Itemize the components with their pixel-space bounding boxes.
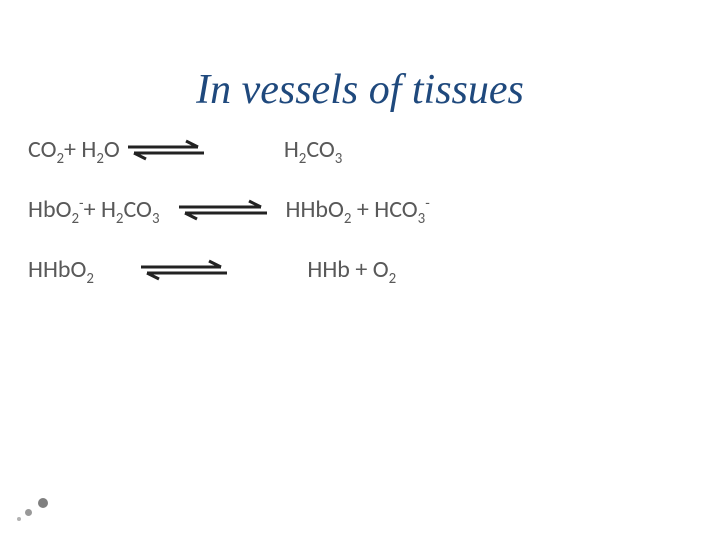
eq-right: HHbO2 + HCO3- [285,198,429,222]
equilibrium-arrow [139,258,229,282]
decorative-dot-icon [25,509,32,516]
equilibrium-arrow [126,138,206,162]
slide-title: In vessels of tissues [0,66,720,114]
eq-left: HbO2-+ H2CO3 [28,198,159,222]
eq-left: CO2+ H2O [28,138,120,162]
equation-row: HbO2-+ H2CO3 HHbO2 + HCO3- [28,180,430,240]
eq-right: H2CO3 [284,138,343,162]
slide: { "title": { "text": "In vessels of tiss… [0,0,720,540]
decorative-dot-icon [38,498,48,508]
equation-row: HHbO2 HHb + O2 [28,240,430,300]
equation-row: CO2+ H2O H2CO3 [28,120,430,180]
equilibrium-arrow-icon [139,258,229,282]
equilibrium-arrow-icon [177,198,269,222]
eq-left: HHbO2 [28,258,99,282]
eq-right: HHb + O2 [307,258,396,282]
equilibrium-arrow [177,198,269,222]
equilibrium-arrow-icon [126,138,206,162]
equations-block: CO2+ H2O H2CO3 HbO2-+ H2CO3 HHbO2 + HCO3… [28,120,430,300]
decorative-dot-icon [17,517,21,521]
